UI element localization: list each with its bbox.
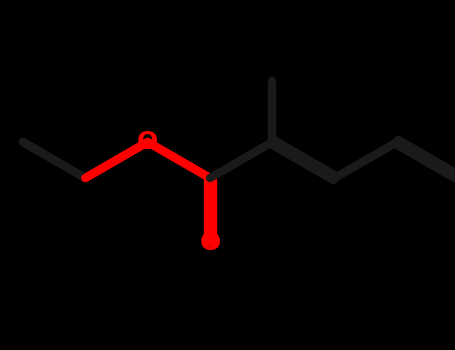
Text: O: O — [199, 231, 221, 255]
Text: O: O — [137, 130, 158, 154]
